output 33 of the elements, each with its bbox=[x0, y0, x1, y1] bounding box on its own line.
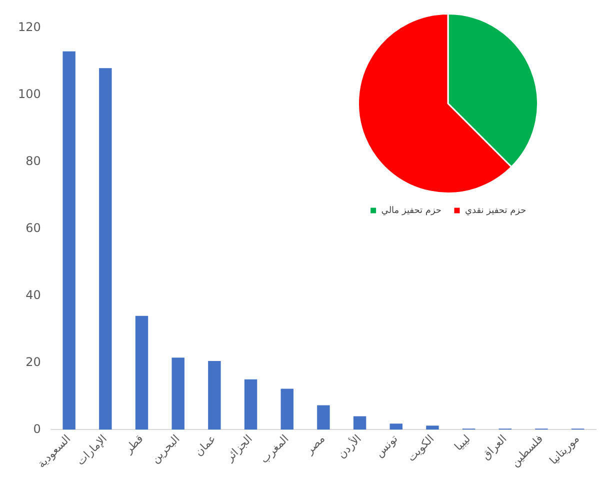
x-tick-label: فلسطين bbox=[508, 432, 546, 470]
x-tick-label: ليبيا bbox=[452, 432, 473, 454]
bar bbox=[172, 358, 184, 430]
y-tick-label: 40 bbox=[26, 288, 41, 302]
x-tick-label: الجزائر bbox=[222, 432, 255, 465]
x-tick-label: عمان bbox=[192, 432, 219, 459]
y-tick-label: 60 bbox=[26, 220, 41, 235]
x-tick-label: موريتانيا bbox=[547, 432, 582, 468]
bar bbox=[208, 361, 221, 430]
x-tick-label: العراق bbox=[479, 432, 510, 462]
bar bbox=[62, 51, 76, 430]
bar bbox=[353, 416, 366, 430]
y-tick-label: 80 bbox=[26, 154, 41, 168]
x-tick-label: الأردن bbox=[334, 432, 364, 461]
bar bbox=[426, 426, 439, 430]
y-tick-label: 120 bbox=[18, 20, 41, 34]
x-tick-label: قطر bbox=[122, 432, 146, 457]
bar bbox=[99, 68, 112, 430]
bar bbox=[317, 405, 330, 430]
x-tick-label: البحرين bbox=[148, 432, 182, 466]
x-tick-label: الإمارات bbox=[74, 432, 110, 468]
legend-label: حزم تحفيز نقدي bbox=[464, 206, 526, 216]
x-tick-label: المغرب bbox=[258, 432, 292, 466]
x-tick-label: تونس bbox=[372, 432, 400, 460]
y-tick-label: 100 bbox=[18, 87, 41, 102]
x-tick-label: الكويت bbox=[404, 432, 437, 464]
bar bbox=[390, 424, 402, 430]
bar bbox=[135, 316, 148, 430]
y-tick-label: 20 bbox=[26, 354, 41, 369]
legend-label: حزم تحفيز مالي bbox=[381, 206, 442, 216]
bar bbox=[280, 388, 294, 430]
bar bbox=[244, 379, 258, 430]
x-tick-label: مصر bbox=[302, 432, 328, 458]
